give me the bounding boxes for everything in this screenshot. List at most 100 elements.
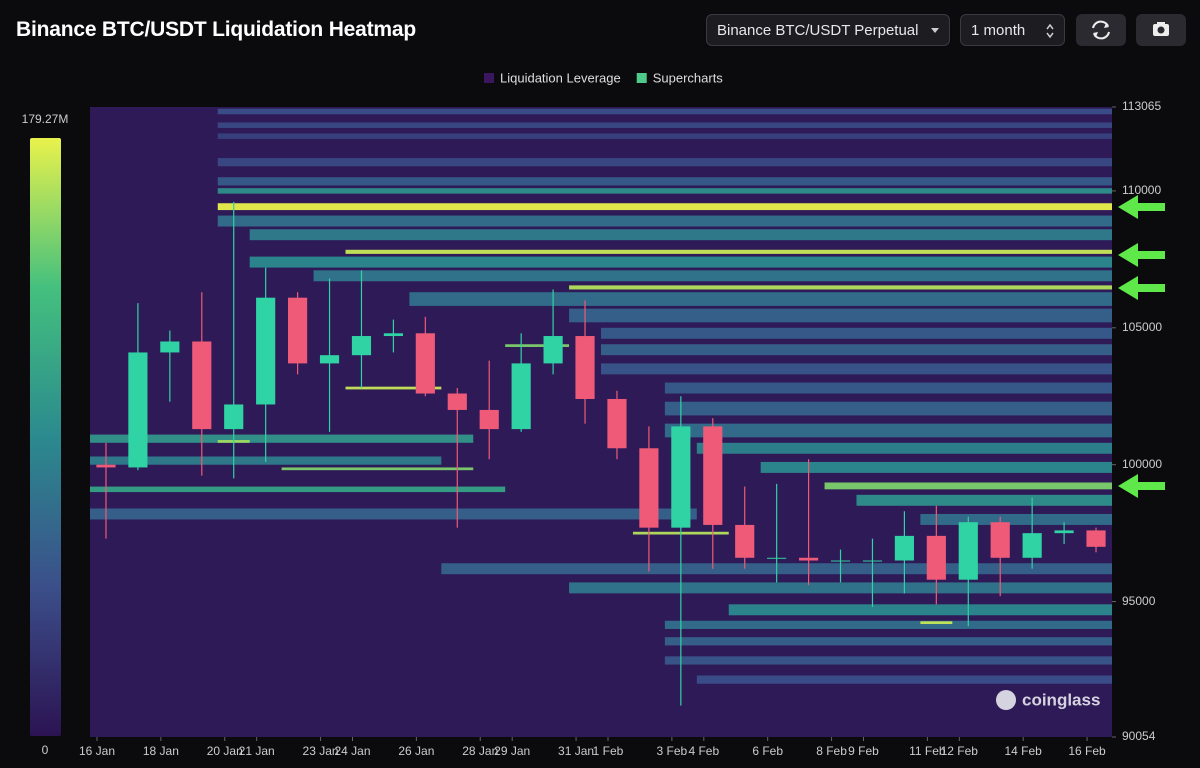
liquidation-band xyxy=(664,620,1112,629)
candle-body xyxy=(383,333,403,337)
liquidation-band xyxy=(856,494,1112,506)
liquidation-band xyxy=(664,656,1112,665)
liquidation-band xyxy=(920,621,953,625)
candle-body xyxy=(639,448,659,528)
candle-body xyxy=(351,336,372,356)
liquidation-band xyxy=(90,456,442,465)
heatmap-background xyxy=(90,107,1112,737)
candle-body xyxy=(671,426,691,528)
candle-body xyxy=(288,297,308,364)
candle-body xyxy=(926,535,946,580)
refresh-button[interactable] xyxy=(1076,14,1126,46)
range-value: 1 month xyxy=(971,21,1026,39)
x-tick-label: 16 Jan xyxy=(79,744,115,758)
x-tick-label: 18 Jan xyxy=(143,744,179,758)
candle-body xyxy=(160,341,180,353)
liquidation-band xyxy=(249,256,1112,268)
x-tick-label: 6 Feb xyxy=(752,744,783,758)
liquidation-band xyxy=(760,461,1112,473)
liquidation-band xyxy=(90,486,506,493)
candle-body xyxy=(703,426,723,525)
y-tick-label: 90054 xyxy=(1122,729,1156,743)
market-select[interactable]: Binance BTC/USDT Perpetual xyxy=(706,14,950,46)
candle-body xyxy=(607,398,627,449)
candle-body xyxy=(1086,530,1106,547)
candle-body xyxy=(735,524,755,558)
legend-label: Supercharts xyxy=(653,70,724,85)
liquidation-band xyxy=(217,158,1112,167)
screenshot-button[interactable] xyxy=(1136,14,1186,46)
candle-body xyxy=(319,355,340,364)
x-tick-label: 26 Jan xyxy=(398,744,434,758)
x-tick-label: 8 Feb xyxy=(816,744,847,758)
liquidation-band xyxy=(601,344,1112,356)
liquidation-band xyxy=(217,188,1112,194)
candle-body xyxy=(1054,530,1074,534)
liquidation-band xyxy=(664,382,1112,394)
colorbar-label: 179.27M xyxy=(22,112,69,126)
liquidation-band xyxy=(601,363,1112,375)
candle-body xyxy=(830,560,851,562)
y-tick-label: 110000 xyxy=(1122,183,1161,197)
liquidation-band xyxy=(696,442,1112,454)
colorbar-label: 0 xyxy=(42,743,49,757)
liquidation-band xyxy=(217,215,1112,227)
market-value: Binance BTC/USDT Perpetual xyxy=(717,21,919,39)
x-tick-label: 3 Feb xyxy=(657,744,688,758)
liquidation-band xyxy=(441,563,1112,575)
candle-body xyxy=(767,557,787,559)
x-tick-label: 1 Feb xyxy=(593,744,624,758)
page-title: Binance BTC/USDT Liquidation Heatmap xyxy=(16,18,416,41)
liquidation-band xyxy=(632,531,729,535)
candle-body xyxy=(192,341,212,430)
liquidation-band xyxy=(217,108,1112,115)
x-tick-label: 9 Feb xyxy=(848,744,879,758)
x-tick-label: 28 Jan xyxy=(462,744,498,758)
x-tick-label: 31 Jan xyxy=(558,744,594,758)
x-tick-label: 23 Jan xyxy=(303,744,339,758)
candle-body xyxy=(799,557,819,561)
x-tick-label: 16 Feb xyxy=(1068,744,1106,758)
candle-body xyxy=(511,363,531,430)
candle-body xyxy=(862,560,883,562)
candle-body xyxy=(479,409,499,430)
watermark: coinglass xyxy=(1022,690,1100,709)
liquidation-band xyxy=(217,203,1112,211)
x-tick-label: 4 Feb xyxy=(688,744,719,758)
refresh-icon xyxy=(1092,20,1110,40)
colorbar xyxy=(30,138,61,736)
candle-body xyxy=(447,393,467,410)
x-tick-label: 14 Feb xyxy=(1005,744,1043,758)
liquidation-band xyxy=(90,508,697,520)
candle-body xyxy=(543,336,563,364)
liquidation-band xyxy=(601,327,1112,339)
camera-icon xyxy=(1153,22,1169,36)
liquidation-band xyxy=(249,229,1112,241)
candle-body xyxy=(96,464,116,468)
liquidation-band xyxy=(696,675,1112,684)
stepper-icon xyxy=(1046,23,1054,39)
candle-body xyxy=(224,404,244,430)
range-select[interactable]: 1 month xyxy=(960,14,1065,46)
candle-body xyxy=(128,352,148,468)
candle-body xyxy=(894,535,914,561)
candle-body xyxy=(958,522,978,580)
watermark-logo xyxy=(996,690,1016,710)
y-tick-label: 113065 xyxy=(1122,99,1161,113)
candle-body xyxy=(575,336,595,399)
candle-body xyxy=(256,297,276,405)
liquidation-band xyxy=(664,637,1112,646)
liquidation-band xyxy=(217,122,1112,128)
dropdown-caret xyxy=(931,28,939,33)
liquidation-band xyxy=(281,467,474,471)
liquidation-band xyxy=(569,308,1112,323)
candle-body xyxy=(415,333,435,394)
liquidation-band xyxy=(569,582,1112,594)
candle-body xyxy=(990,522,1010,558)
liquidation-band xyxy=(217,440,250,443)
annotation-arrows xyxy=(1118,195,1165,498)
liquidation-band xyxy=(664,401,1112,416)
x-tick-label: 21 Jan xyxy=(239,744,275,758)
